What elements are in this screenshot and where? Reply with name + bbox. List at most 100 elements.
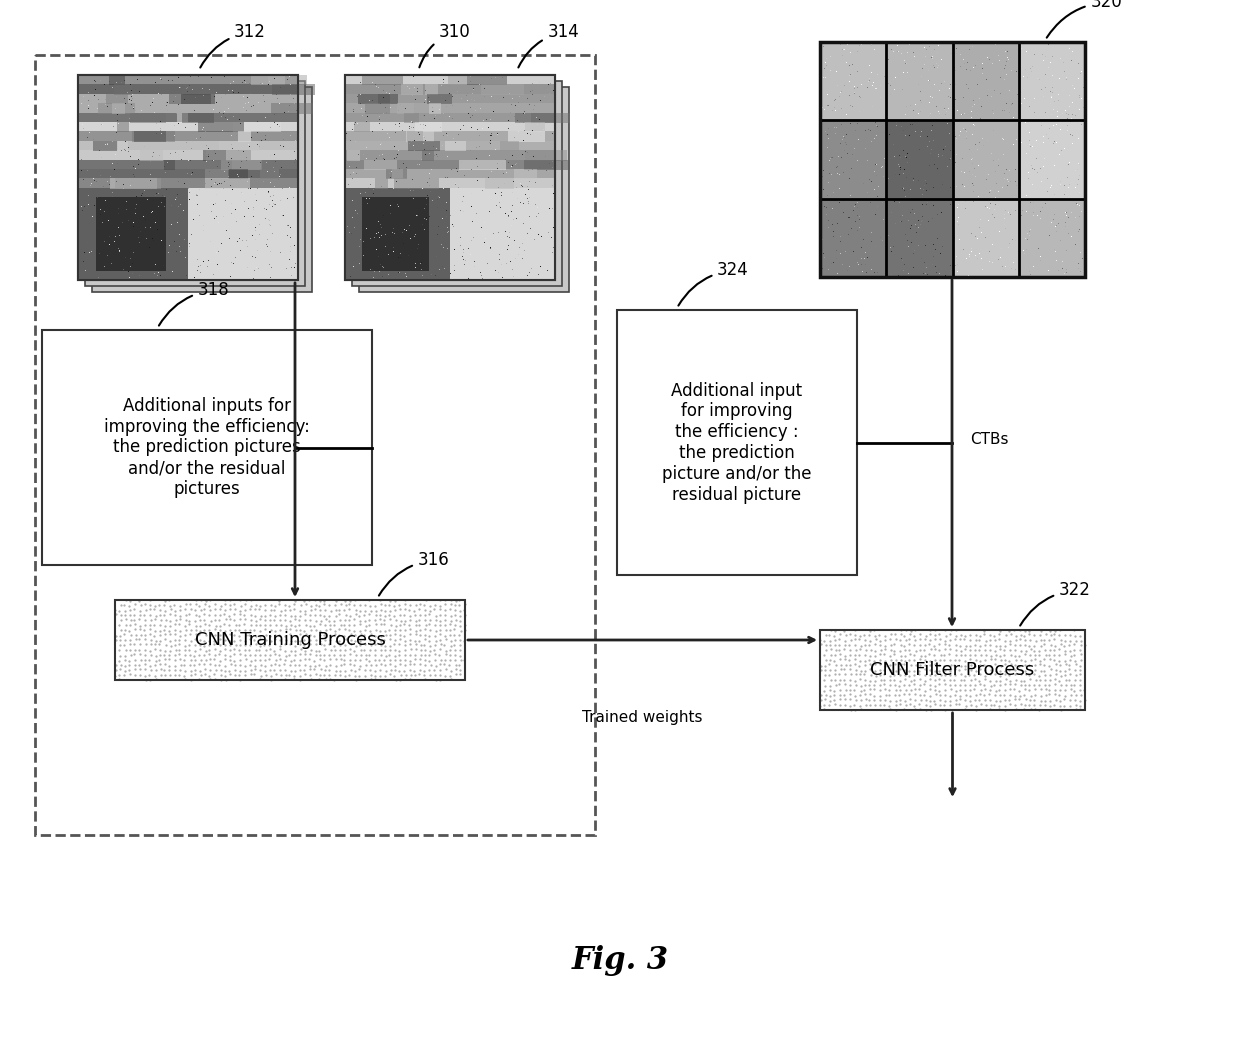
Bar	[402, 84, 423, 95]
Bar	[105, 94, 128, 104]
Bar	[425, 84, 438, 95]
Bar	[365, 160, 397, 170]
Bar	[130, 113, 166, 123]
Bar	[95, 197, 166, 271]
Bar	[485, 178, 513, 189]
Bar	[233, 122, 280, 132]
Bar	[206, 150, 250, 161]
Bar	[427, 94, 451, 104]
Bar	[346, 75, 554, 86]
Text: CNN Training Process: CNN Training Process	[195, 631, 386, 649]
Bar	[252, 75, 285, 86]
Bar	[450, 188, 554, 278]
Bar	[378, 94, 391, 104]
Bar	[397, 103, 414, 114]
Bar	[887, 42, 952, 120]
Bar	[500, 141, 520, 151]
Bar	[362, 197, 429, 271]
Bar	[259, 169, 279, 179]
Bar	[182, 113, 213, 123]
Bar	[79, 75, 298, 86]
Bar	[952, 42, 1019, 120]
Bar	[79, 150, 298, 161]
Bar	[86, 81, 305, 286]
Bar	[467, 75, 507, 86]
Bar	[110, 178, 157, 189]
Bar	[392, 169, 403, 179]
Bar	[181, 94, 215, 104]
Text: Trained weights: Trained weights	[583, 710, 703, 725]
Bar	[78, 75, 298, 280]
Bar	[414, 122, 443, 132]
Bar	[355, 122, 370, 132]
Bar	[448, 75, 467, 86]
Bar	[346, 188, 450, 278]
Bar	[112, 103, 125, 114]
Bar	[376, 178, 388, 189]
Bar	[118, 141, 128, 151]
Bar	[394, 178, 439, 189]
Bar	[79, 113, 298, 123]
Bar	[346, 113, 554, 123]
Bar	[206, 169, 228, 179]
Bar	[820, 42, 887, 120]
Bar	[407, 131, 423, 142]
Text: 324: 324	[678, 261, 749, 306]
Bar	[346, 84, 554, 95]
Bar	[93, 141, 117, 151]
Bar	[79, 94, 298, 104]
Bar	[346, 94, 554, 104]
Bar	[404, 113, 419, 123]
Bar	[887, 120, 952, 198]
Bar	[429, 103, 440, 114]
Text: CNN Filter Process: CNN Filter Process	[870, 661, 1034, 679]
Bar	[405, 131, 434, 142]
Bar	[219, 141, 258, 151]
Bar	[114, 84, 131, 95]
Bar	[177, 113, 188, 123]
Bar	[346, 131, 554, 142]
Bar	[79, 169, 298, 179]
Bar	[98, 103, 135, 114]
Bar	[357, 94, 398, 104]
Bar	[79, 122, 298, 132]
Bar	[362, 75, 403, 86]
Bar	[525, 122, 546, 132]
Bar	[184, 84, 211, 95]
Bar	[79, 160, 298, 170]
Bar	[169, 94, 211, 104]
Bar	[272, 103, 314, 114]
Bar	[618, 310, 857, 575]
Text: Additional input
for improving
the efficiency :
the prediction
picture and/or th: Additional input for improving the effic…	[662, 382, 812, 504]
Bar	[221, 160, 262, 170]
Bar	[79, 84, 298, 95]
Bar	[197, 122, 244, 132]
Bar	[820, 42, 1085, 277]
Bar	[238, 131, 252, 142]
Bar	[352, 81, 562, 286]
Text: 322: 322	[1021, 581, 1091, 626]
Bar	[78, 75, 298, 280]
Bar	[820, 120, 887, 198]
Bar	[79, 141, 298, 151]
Text: 312: 312	[201, 23, 265, 68]
Bar	[232, 160, 262, 170]
Text: 314: 314	[518, 23, 579, 68]
Bar	[346, 122, 554, 132]
Text: 320: 320	[1047, 0, 1122, 38]
Bar	[133, 131, 175, 142]
Bar	[386, 169, 407, 179]
Bar	[79, 131, 298, 142]
Bar	[408, 141, 440, 151]
Bar	[346, 141, 554, 151]
Bar	[526, 150, 567, 161]
Bar	[531, 113, 570, 123]
Bar	[115, 178, 161, 189]
Bar	[1019, 120, 1085, 198]
Bar	[952, 198, 1019, 277]
Bar	[952, 120, 1019, 198]
Bar	[109, 75, 125, 86]
Bar	[134, 131, 166, 142]
Bar	[481, 84, 525, 95]
Bar	[202, 150, 226, 161]
